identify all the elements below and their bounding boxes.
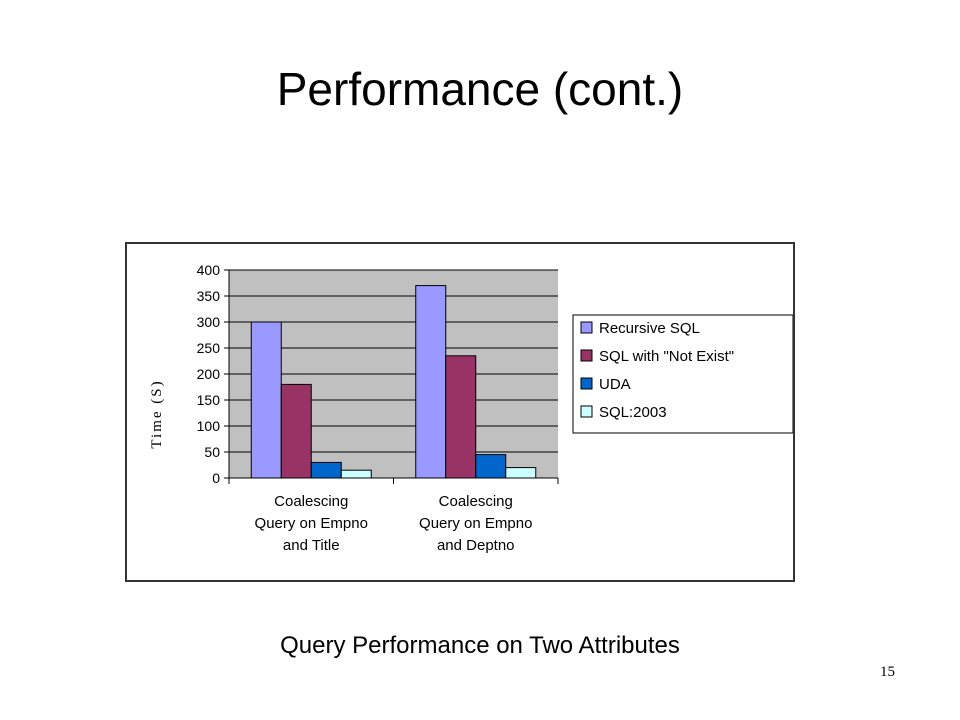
y-tick-label: 300: [197, 314, 221, 330]
legend-label-1: Recursive SQL: [599, 320, 700, 337]
y-tick-label: 400: [197, 262, 221, 278]
y-tick-label: 0: [212, 470, 220, 486]
bar-1-2: [415, 285, 447, 479]
category-label-line: and Deptno: [437, 537, 515, 554]
category-label-2: Coalescing Query on Empno and Deptno: [419, 493, 532, 554]
y-tick-label: 150: [197, 392, 221, 408]
y-tick-label: 200: [197, 366, 221, 382]
legend-label-2: SQL with "Not Exist": [599, 348, 734, 365]
legend-label-4: SQL:2003: [599, 404, 667, 421]
page-number: 15: [880, 664, 895, 680]
legend-swatch-4: [580, 405, 593, 418]
bar-3-2: [475, 454, 507, 479]
y-tick-label: 100: [197, 418, 221, 434]
bar-4-2: [505, 467, 537, 479]
y-tick-label: 250: [197, 340, 221, 356]
bar-1-1: [250, 321, 282, 479]
legend-swatch-3: [580, 377, 593, 390]
bar-2-1: [280, 383, 312, 479]
y-tick-label: 50: [204, 444, 220, 460]
category-label-1: Coalescing Query on Empno and Title: [255, 493, 368, 554]
y-axis-label: Time (S): [149, 379, 165, 448]
category-label-line: Query on Empno: [419, 515, 532, 532]
bar-4-1: [340, 469, 372, 479]
bar-3-1: [310, 461, 342, 479]
legend-box: [572, 314, 793, 434]
slide-caption: Query Performance on Two Attributes: [280, 632, 680, 659]
legend-swatch-1: [580, 321, 593, 334]
category-label-line: Query on Empno: [255, 515, 368, 532]
category-label-line: and Title: [283, 537, 340, 554]
legend-swatch-2: [580, 349, 593, 362]
legend-label-3: UDA: [599, 376, 631, 393]
legend: Recursive SQL SQL with "Not Exist" UDA SQL:…: [572, 314, 793, 434]
bar-2-2: [445, 355, 477, 479]
category-label-line: Coalescing: [439, 493, 513, 510]
bar-chart: 0 50 100 150 200 250 300 350 400 Coalescing Query …: [149, 262, 793, 554]
y-tick-label: 350: [197, 288, 221, 304]
chart-frame: 0 50 100 150 200 250 300 350 400 Coalescing Query …: [125, 242, 795, 582]
category-label-line: Coalescing: [274, 493, 348, 510]
slide-title: Performance (cont.): [276, 63, 684, 115]
